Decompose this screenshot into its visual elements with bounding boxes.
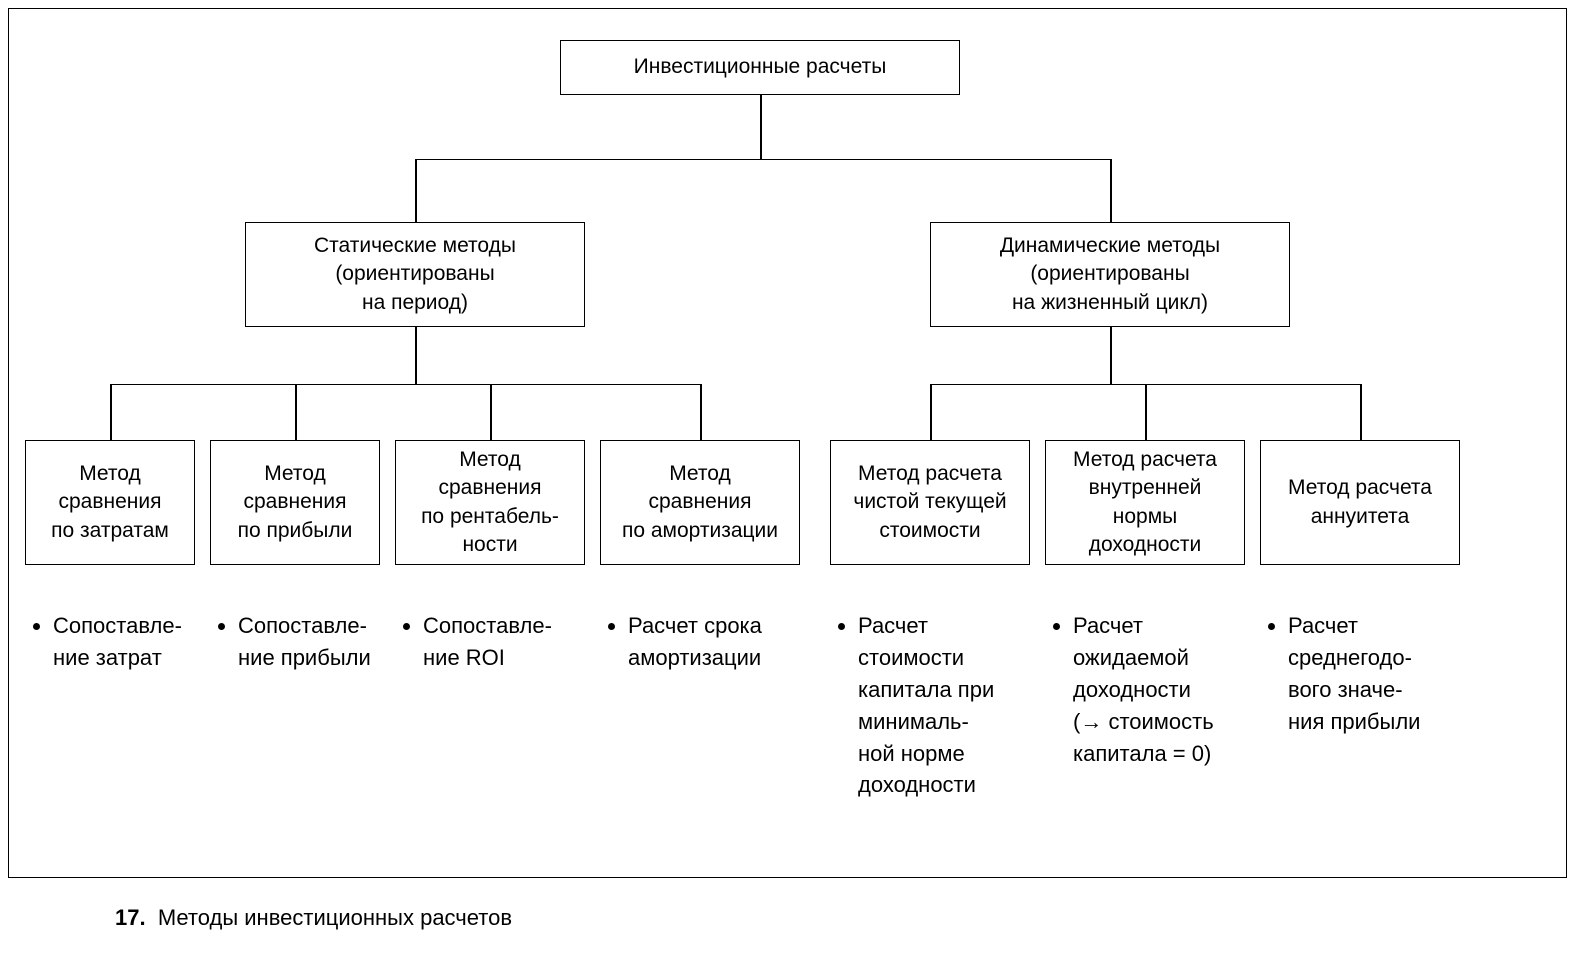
node-leaf-dynamic-2: Метод расчетааннуитета [1260, 440, 1460, 565]
node-leaf-static-0: Методсравненияпо затратам [25, 440, 195, 565]
leaf-label: Метод расчетааннуитета [1288, 474, 1432, 531]
bullet-static-0: Сопоставле-ние затрат [25, 610, 223, 678]
caption-text: Методы инвестиционных расчетов [158, 905, 512, 930]
bullet-item: Сопоставле-ние затрат [53, 610, 223, 674]
node-dynamic-label: Динамические методы(ориентированына жизн… [1000, 232, 1220, 317]
bullet-item: Расчет срокаамортизации [628, 610, 828, 674]
node-leaf-static-2: Методсравненияпо рентабель-ности [395, 440, 585, 565]
leaf-label: Метод расчетавнутреннейнормыдоходности [1073, 446, 1217, 559]
bullet-static-3: Расчет срокаамортизации [600, 610, 828, 678]
node-leaf-static-1: Методсравненияпо прибыли [210, 440, 380, 565]
bullet-dynamic-1: Расчетожидаемойдоходности(→ стоимостькап… [1045, 610, 1273, 773]
node-root-label: Инвестиционные расчеты [634, 53, 887, 81]
bullet-item: Сопоставле-ние прибыли [238, 610, 408, 674]
bullet-dynamic-2: Расчетсреднегодо-вого значе-ния прибыли [1260, 610, 1488, 742]
bullet-item: Расчетстоимостикапитала приминималь-ной … [858, 610, 1058, 801]
leaf-label: Методсравненияпо прибыли [238, 460, 353, 545]
figure-caption: 17. Методы инвестиционных расчетов [115, 905, 512, 931]
leaf-label: Методсравненияпо амортизации [622, 460, 778, 545]
caption-number: 17. [115, 905, 146, 930]
bullet-item: Расчетожидаемойдоходности(→ стоимостькап… [1073, 610, 1273, 769]
node-root: Инвестиционные расчеты [560, 40, 960, 95]
bullet-dynamic-0: Расчетстоимостикапитала приминималь-ной … [830, 610, 1058, 805]
bullet-static-2: Сопоставле-ние ROI [395, 610, 613, 678]
node-leaf-dynamic-1: Метод расчетавнутреннейнормыдоходности [1045, 440, 1245, 565]
node-leaf-static-3: Методсравненияпо амортизации [600, 440, 800, 565]
bullet-item: Расчетсреднегодо-вого значе-ния прибыли [1288, 610, 1488, 738]
node-dynamic-methods: Динамические методы(ориентированына жизн… [930, 222, 1290, 327]
node-static-label: Статические методы(ориентированына перио… [314, 232, 516, 317]
node-leaf-dynamic-0: Метод расчетачистой текущейстоимости [830, 440, 1030, 565]
leaf-label: Методсравненияпо затратам [51, 460, 169, 545]
bullet-item: Сопоставле-ние ROI [423, 610, 613, 674]
leaf-label: Методсравненияпо рентабель-ности [421, 446, 559, 559]
bullet-static-1: Сопоставле-ние прибыли [210, 610, 408, 678]
node-static-methods: Статические методы(ориентированына перио… [245, 222, 585, 327]
leaf-label: Метод расчетачистой текущейстоимости [853, 460, 1006, 545]
